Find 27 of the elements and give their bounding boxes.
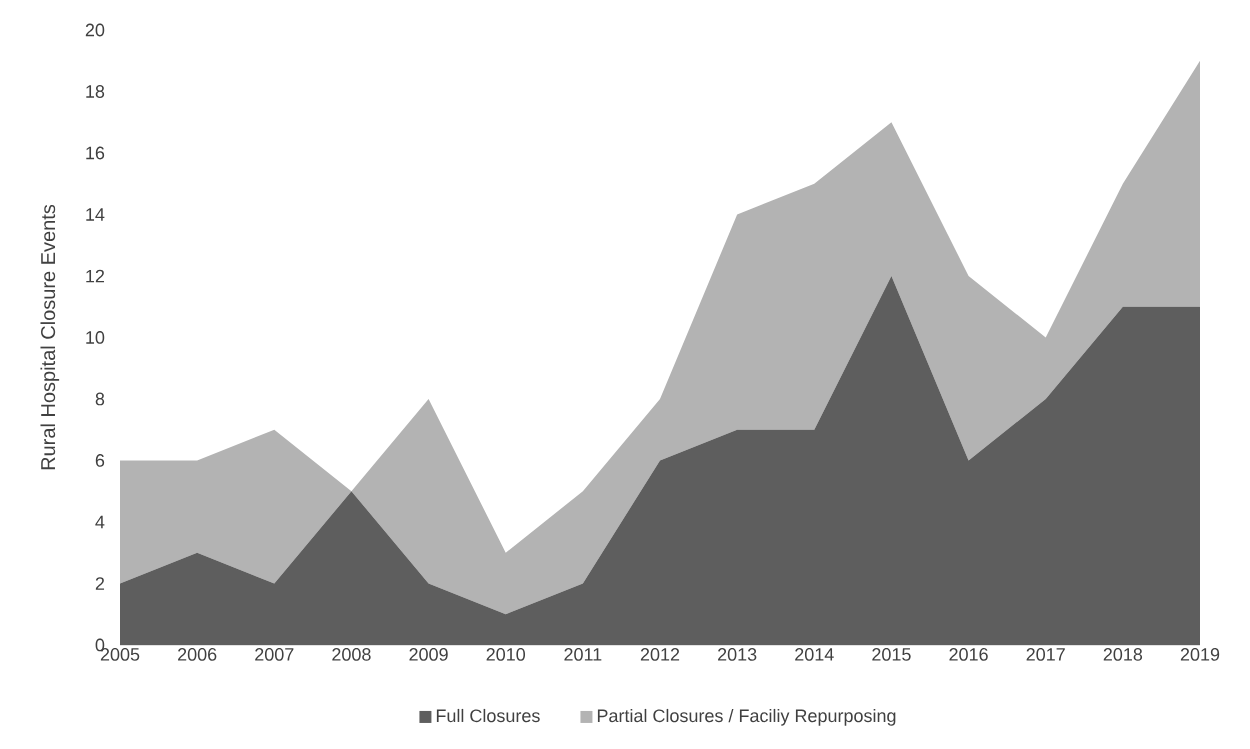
- legend-label: Full Closures: [436, 708, 540, 723]
- y-tick-label: 18: [86, 85, 105, 98]
- x-tick-label: 2006: [178, 648, 217, 661]
- legend-label: Partial Closures / Faciliy Repurposing: [597, 708, 896, 726]
- y-tick-label: 16: [86, 146, 105, 160]
- y-tick-label: 6: [95, 454, 105, 467]
- x-tick-label: 2015: [872, 648, 911, 661]
- x-tick-label: 2012: [640, 648, 680, 661]
- x-tick-label: 2009: [409, 648, 448, 661]
- y-tick-label: 8: [95, 392, 105, 406]
- x-tick-label: 2008: [332, 648, 371, 661]
- y-tick-label: 10: [86, 331, 105, 344]
- y-tick-label: 12: [86, 269, 105, 283]
- x-tick-label: 2011: [564, 648, 602, 661]
- y-tick-label: 4: [95, 515, 105, 529]
- x-tick-label: 2010: [486, 648, 526, 661]
- y-tick-label: 14: [86, 208, 105, 221]
- x-tick-label: 2017: [1026, 648, 1065, 661]
- x-tick-label: 2018: [1103, 648, 1143, 661]
- x-tick-label: 2007: [255, 648, 294, 661]
- y-axis-title: Rural Hospital Closure Events: [40, 204, 60, 470]
- x-tick-label: 2014: [795, 648, 834, 661]
- x-tick-label: 2013: [718, 648, 757, 661]
- x-tick-label: 2019: [1180, 648, 1220, 661]
- y-tick-label: 20: [85, 23, 105, 37]
- x-tick-label: 2016: [949, 648, 988, 661]
- y-tick-label: 2: [95, 577, 105, 590]
